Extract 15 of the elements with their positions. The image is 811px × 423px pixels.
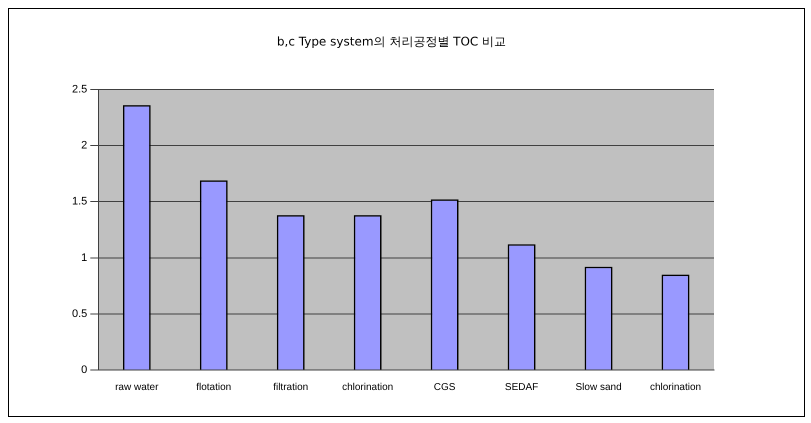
x-tick-label: flotation [196,382,232,393]
x-tick-label: SEDAF [504,382,538,393]
x-tick-label: chlorination [650,382,702,393]
y-tick-label: 1 [81,252,88,264]
x-tick-label: chlorination [342,382,394,393]
chart-title: b,c Type system의 처리공정별 TOC 비교 [276,34,506,48]
x-tick-label: CGS [434,382,456,393]
y-tick-label: 2 [81,140,88,152]
x-tick-label: Slow sand [575,382,622,393]
y-tick-label: 0 [81,364,88,376]
y-tick-label: 0.5 [72,308,88,320]
x-tick-label: raw water [115,382,160,393]
x-tick-label: filtration [273,382,308,393]
y-tick-label: 1.5 [72,196,88,208]
y-tick-label: 2.5 [72,83,88,96]
